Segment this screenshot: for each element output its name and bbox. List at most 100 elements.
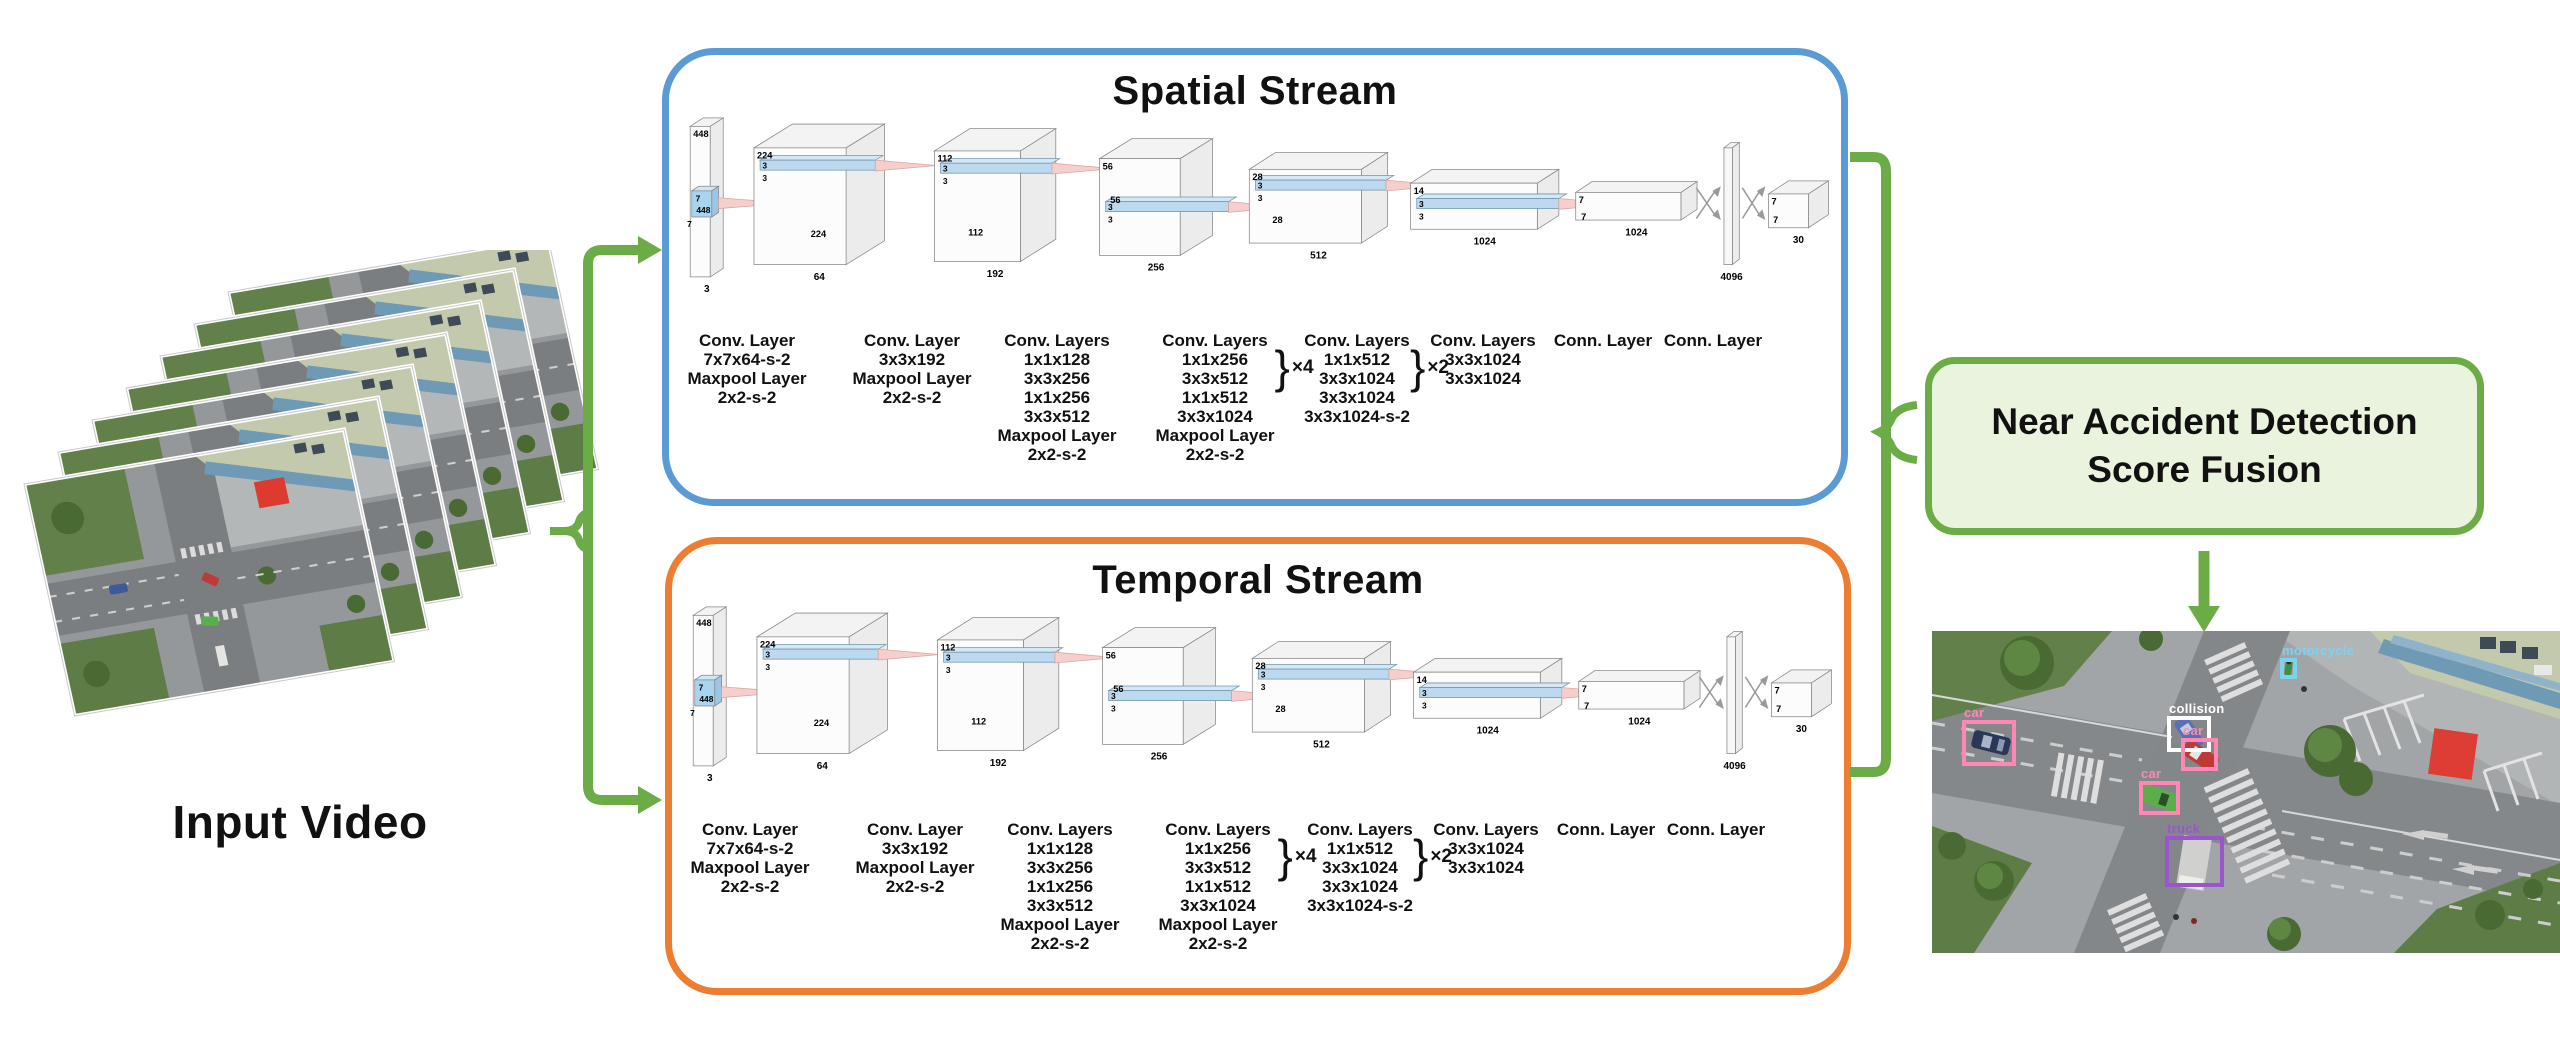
cnn-layer-label-line: Maxpool Layer [997,426,1117,445]
cnn-layer-label-line: 3x3x1024-s-2 [1304,407,1410,426]
cnn-architecture-figure: 7448744833322422464331121121923356562563… [690,606,1833,784]
svg-text:512: 512 [1310,250,1327,261]
svg-text:1024: 1024 [1477,726,1500,737]
svg-text:14: 14 [1414,186,1425,196]
svg-text:30: 30 [1793,235,1805,246]
vehicle-car-dark [1971,730,2011,756]
svg-text:224: 224 [814,718,830,728]
cnn-layer-label-col8: Conn. Layer [1667,820,1765,839]
svg-text:1024: 1024 [1474,237,1497,248]
repeat-multiplier: ×4 [1291,356,1314,378]
cnn-stage-fc1: 4096 [1721,141,1743,283]
cnn-layer-label-line: Conv. Layers [1430,331,1536,350]
detection-label: collision [2169,701,2225,716]
cnn-layer-label-line: 1x1x128 [1023,350,1091,369]
spatial-stream-panel: Spatial Stream 7 448 7 448 3 3 3 224 224 64 3 3 112 1… [662,48,1848,506]
svg-text:3: 3 [946,653,951,663]
fusion-brace [1870,401,1918,464]
svg-text:112: 112 [941,643,956,653]
cnn-layer-label-line: Conv. Layers [1433,820,1539,839]
svg-text:28: 28 [1275,704,1285,714]
cnn-layer-label-col3: Conv. Layers 1x1x128 3x3x256 1x1x256 3x3x512… [1000,820,1119,953]
cnn-layer-label-line: Maxpool Layer [852,369,972,388]
svg-text:1024: 1024 [1628,716,1651,727]
svg-text:56: 56 [1113,684,1123,694]
cnn-stage-fc1: 4096 [1724,630,1746,772]
cnn-stage-conv6-out: 7 7 1024 [1574,180,1699,238]
svg-text:1024: 1024 [1625,227,1648,238]
svg-text:3: 3 [707,773,713,784]
svg-text:7: 7 [1772,197,1777,207]
svg-text:30: 30 [1796,724,1808,735]
svg-text:192: 192 [987,269,1004,280]
cnn-layer-label-line: Maxpool Layer [1155,426,1275,445]
cnn-layer-label-line: 2x2-s-2 [1030,934,1090,953]
svg-text:3: 3 [1258,181,1263,191]
svg-text:224: 224 [811,229,827,239]
repeat-multiplier: ×4 [1294,845,1317,867]
detection-label: truck [2167,821,2201,836]
cnn-layer-label-line: 3x3x1024 [1319,388,1395,407]
aerial-intersection-scene [1932,631,2560,953]
vehicle-car-green [2139,784,2180,812]
cnn-layer-label-line: Conn. Layer [1666,820,1766,839]
cnn-layer-label-line: Conv. Layers [1165,820,1271,839]
cnn-layer-label-line: 3x3x256 [1026,858,1094,877]
cnn-layer-label-line: 2x2-s-2 [1188,934,1248,953]
cnn-stage-conv5-out: 3 3 14 1024 [1409,168,1621,248]
svg-text:7: 7 [1775,686,1780,696]
cnn-layer-label-line: 2x2-s-2 [1185,445,1245,464]
cnn-stage-fc2-out: 7 7 30 [1770,669,1833,735]
curly-brace-glyph: } [1274,341,1290,393]
cnn-layer-label-line: Conv. Layers [1307,820,1413,839]
cnn-layer-label-line: 1x1x256 [1026,877,1094,896]
svg-text:3: 3 [943,176,948,186]
cnn-layer-label-line: 1x1x256 [1023,388,1091,407]
svg-text:112: 112 [971,716,986,726]
cnn-layer-label-line: Conv. Layers [1304,331,1410,350]
svg-text:3: 3 [1419,199,1424,209]
cnn-layer-label-line: 1x1x512 [1181,388,1249,407]
cnn-layer-label-line: Conv. Layer [701,820,799,839]
detection-box-truck: truck [2165,821,2224,887]
cnn-layer-label-line: 1x1x512 [1326,839,1394,858]
fusion-box: Near Accident Detection Score Fusion [1925,357,2484,535]
cnn-stage-conv6-out: 7 7 1024 [1577,669,1702,727]
svg-text:7: 7 [1773,215,1778,225]
detection-box-collision: collision [2167,701,2224,752]
svg-text:3: 3 [1419,211,1424,221]
svg-text:56: 56 [1103,161,1113,171]
svg-text:3: 3 [1422,688,1427,698]
cnn-layer-label-line: 3x3x512 [1181,369,1249,388]
svg-text:512: 512 [1313,739,1330,750]
svg-text:3: 3 [1261,670,1266,680]
cnn-layer-label-line: 2x2-s-2 [1027,445,1087,464]
fusion-title-line2: Score Fusion [2087,449,2322,490]
spatial-stream-title: Spatial Stream [1112,69,1398,113]
svg-text:7: 7 [1582,684,1587,694]
repeat-multiplier: ×2 [1427,356,1449,378]
svg-text:224: 224 [760,640,776,650]
repeat-multiplier: ×2 [1430,845,1452,867]
svg-text:256: 256 [1151,752,1168,763]
svg-text:448: 448 [693,129,708,139]
input-video-label: Input Video [172,796,428,848]
fusion-title-line1: Near Accident Detection [1991,401,2418,442]
cnn-layer-label-col5: Conv. Layers 1x1x512 3x3x1024 3x3x1024 3x3x1… [1307,820,1452,915]
svg-text:3: 3 [704,284,710,295]
svg-text:28: 28 [1252,172,1262,182]
svg-text:7: 7 [690,708,695,718]
svg-text:3: 3 [1111,703,1116,713]
svg-text:56: 56 [1110,195,1120,205]
detection-label: car [1964,705,1985,720]
svg-text:64: 64 [814,272,826,283]
temporal-stream-title: Temporal Stream [1092,558,1424,602]
arrow-into-output [2188,606,2220,632]
svg-text:14: 14 [1417,675,1428,685]
cnn-layer-label-col2: Conv. Layer 3x3x192 Maxpool Layer 2x2-s-2 [852,331,971,407]
cnn-layer-labels: Conv. Layer 7x7x64-s-2 Maxpool Layer 2x2-s-… [672,820,1844,984]
cnn-stage-conv5-out: 3 3 14 1024 [1412,657,1624,737]
cnn-layer-label-line: 3x3x256 [1023,369,1091,388]
